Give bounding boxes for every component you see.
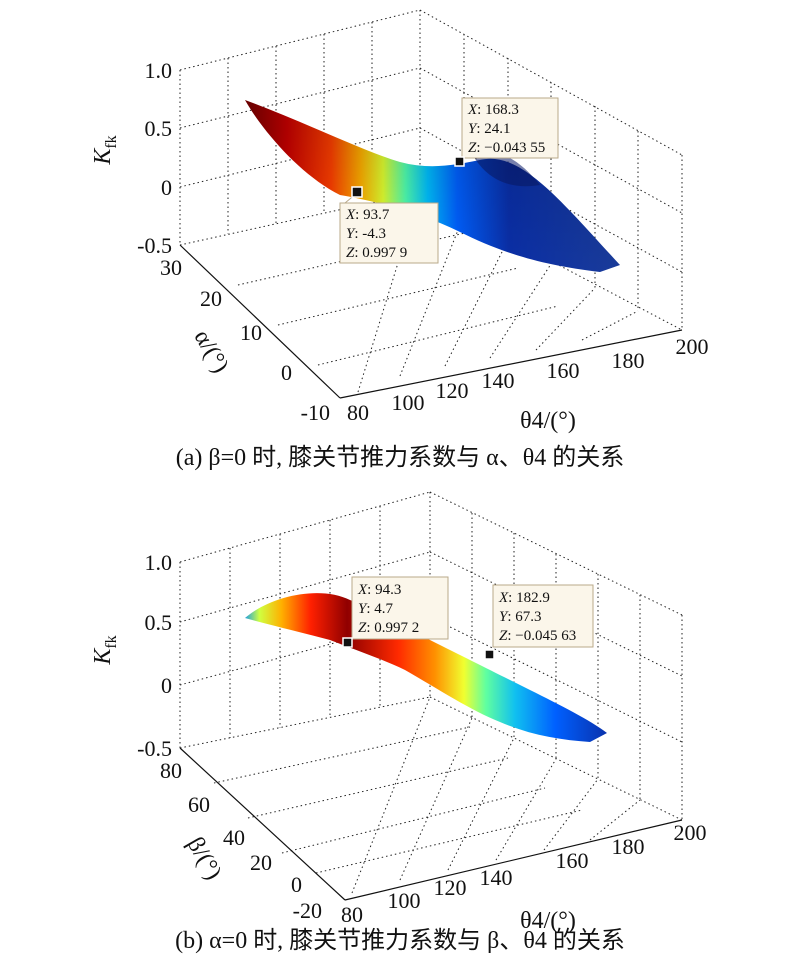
surface-b [245, 593, 607, 742]
y-tick: 40 [223, 825, 245, 850]
svg-text:Y: 67.3: Y: 67.3 [499, 609, 542, 625]
panel-b: 1.0 0.5 0 -0.5 80 60 40 20 0 -20 80 100 … [90, 491, 707, 954]
x-tick: 140 [482, 368, 515, 393]
x-tick: 180 [612, 834, 645, 859]
z-ticks-a: 1.0 0.5 0 -0.5 [137, 58, 172, 258]
caption-b: (b) α=0 时, 膝关节推力系数与 β、θ4 的关系 [175, 927, 625, 954]
datatip-marker [454, 156, 465, 167]
y-tick: 20 [200, 286, 222, 311]
svg-text:Z: −0.043 55: Z: −0.043 55 [468, 140, 545, 156]
svg-text:X: 182.9: X: 182.9 [498, 590, 550, 606]
z-tick: 0 [161, 175, 172, 200]
x-tick: 200 [674, 820, 707, 845]
datatip-marker [484, 649, 495, 660]
svg-text:Y: 24.1: Y: 24.1 [468, 121, 511, 137]
axes-grid-b [179, 491, 683, 894]
datatip-b-1[interactable]: X: 94.3 Y: 4.7 Z: 0.997 2 [342, 576, 449, 648]
svg-text:Z: 0.997 2: Z: 0.997 2 [358, 620, 419, 636]
datatip-b-2[interactable]: X: 182.9 Y: 67.3 Z: −0.045 63 [484, 584, 594, 660]
svg-text:Z: 0.997 9: Z: 0.997 9 [346, 245, 407, 261]
x-tick: 160 [556, 848, 589, 873]
x-tick: 120 [436, 378, 469, 403]
svg-text:X: 94.3: X: 94.3 [357, 582, 401, 598]
x-axis-label-a: θ4/(°) [520, 408, 576, 434]
z-tick: -0.5 [137, 233, 172, 258]
x-tick: 80 [347, 400, 369, 425]
y-tick: 0 [281, 360, 292, 385]
z-ticks-b: 1.0 0.5 0 -0.5 [137, 550, 172, 761]
z-tick: 1.0 [145, 58, 173, 83]
x-tick: 140 [480, 865, 513, 890]
x-tick: 80 [341, 902, 363, 927]
y-ticks-a: 30 20 10 0 -10 [160, 255, 330, 425]
z-axis-label-a: Kfk [90, 135, 120, 165]
z-tick: 0.5 [145, 610, 173, 635]
svg-text:Y: -4.3: Y: -4.3 [346, 226, 386, 242]
svg-text:Z: −0.045 63: Z: −0.045 63 [499, 628, 576, 644]
caption-a: (a) β=0 时, 膝关节推力系数与 α、θ4 的关系 [176, 444, 624, 471]
x-ticks-b: 80 100 120 140 160 180 200 [341, 820, 707, 927]
y-tick: 30 [160, 255, 182, 280]
datatip-marker [351, 186, 363, 198]
y-tick: 10 [240, 320, 262, 345]
x-tick: 180 [612, 348, 645, 373]
y-tick: 0 [291, 872, 302, 897]
svg-text:Y: 4.7: Y: 4.7 [358, 601, 394, 617]
x-tick: 160 [547, 358, 580, 383]
z-axis-label-b: Kfk [90, 635, 120, 665]
axes-edges-a [179, 244, 683, 399]
x-tick: 100 [388, 888, 421, 913]
datatip-a-1[interactable]: X: 93.7 Y: -4.3 Z: 0.997 9 [339, 186, 439, 264]
svg-text:X: 93.7: X: 93.7 [345, 207, 390, 223]
x-axis-label-b: θ4/(°) [520, 908, 576, 934]
x-tick: 100 [392, 390, 425, 415]
z-tick: 0.5 [145, 116, 173, 141]
panel-a: 1.0 0.5 0 -0.5 30 20 10 0 -10 80 100 120… [90, 9, 709, 471]
y-tick: 80 [160, 758, 182, 783]
y-axis-label-a: α/(°) [189, 326, 234, 378]
y-axis-label-b: β/(°) [182, 833, 227, 885]
axes-edges-b [179, 747, 683, 901]
y-ticks-b: 80 60 40 20 0 -20 [160, 758, 322, 923]
y-tick: -20 [293, 898, 322, 923]
x-tick: 120 [434, 875, 467, 900]
x-ticks-a: 80 100 120 140 160 180 200 [347, 334, 709, 425]
z-tick: -0.5 [137, 736, 172, 761]
y-tick: 20 [250, 850, 272, 875]
y-tick: 60 [188, 792, 210, 817]
datatip-a-2[interactable]: X: 168.3 Y: 24.1 Z: −0.043 55 [454, 97, 559, 167]
y-tick: -10 [301, 400, 330, 425]
z-tick: 1.0 [145, 550, 173, 575]
z-tick: 0 [161, 673, 172, 698]
surface-a [245, 100, 620, 272]
datatip-marker [342, 637, 353, 648]
x-tick: 200 [676, 334, 709, 359]
svg-text:X: 168.3: X: 168.3 [467, 102, 519, 118]
